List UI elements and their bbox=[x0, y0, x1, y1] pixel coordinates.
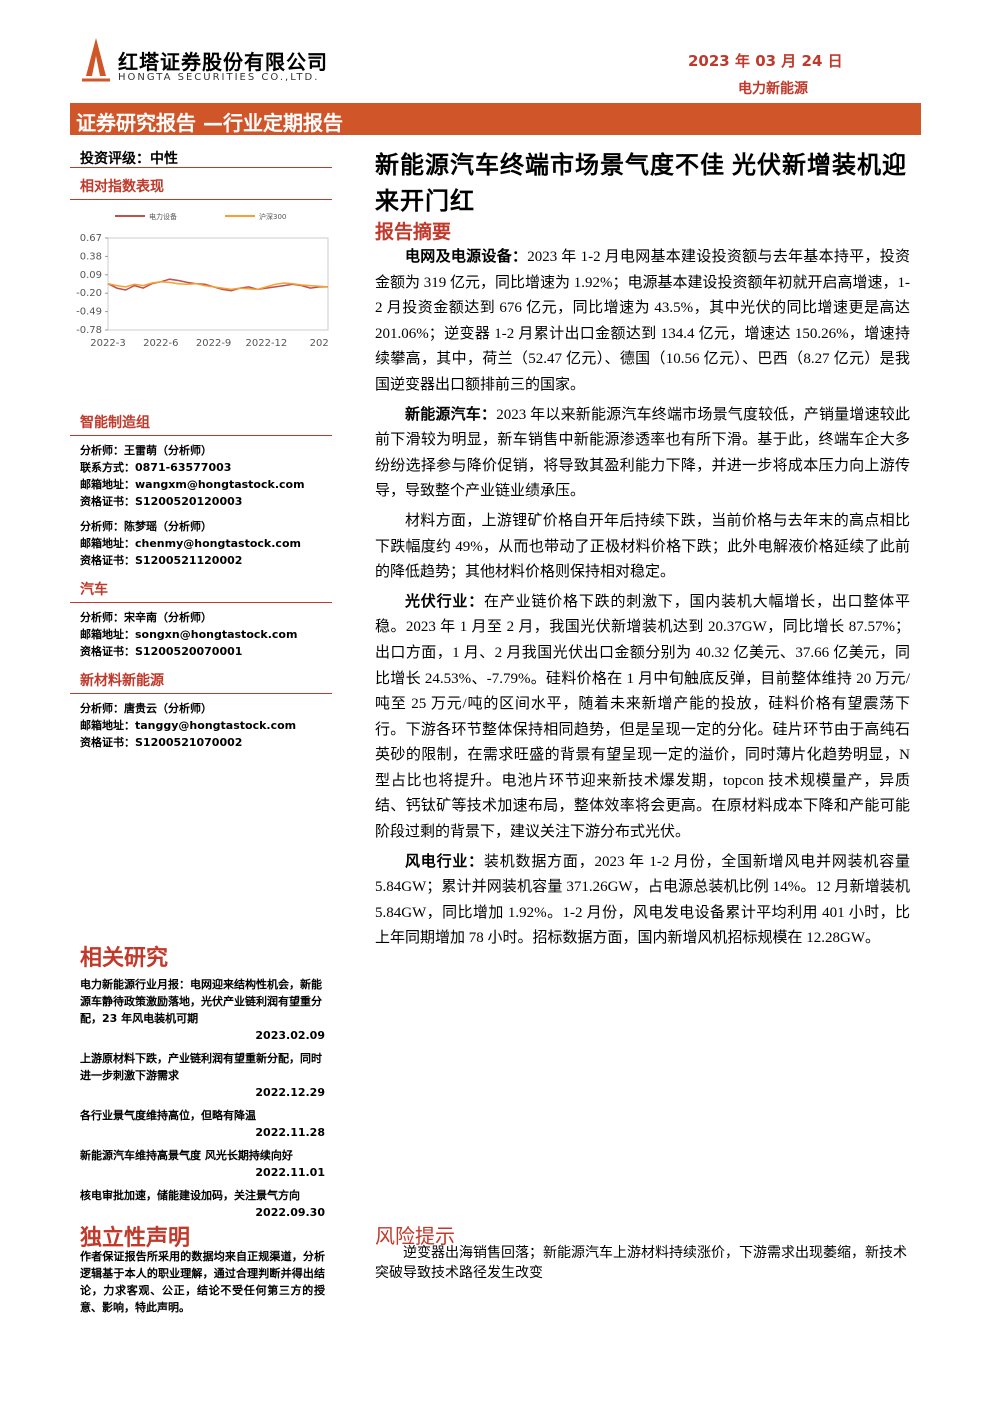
analyst-line: 资格证书：S1200521070002 bbox=[80, 736, 243, 749]
related-date: 2022.11.28 bbox=[255, 1126, 325, 1139]
y-tick-label: 0.38 bbox=[80, 251, 102, 262]
paragraph-lead: 电网及电源设备： bbox=[405, 249, 528, 265]
independence-text: 作者保证报告所采用的数据均来自正规渠道，分析逻辑基于本人的职业理解，通过合理判断… bbox=[80, 1250, 325, 1314]
group-title: 智能制造组 bbox=[70, 412, 332, 436]
company-name: 红塔证券股份有限公司 bbox=[118, 50, 328, 74]
x-tick-label: 202 bbox=[310, 338, 329, 349]
paragraph-text: 2023 年 1-2 月电网基本建设投资额与去年基本持平，投资金额为 319 亿… bbox=[375, 249, 910, 393]
related-item: 新能源汽车维持高景气度 风光长期持续向好 bbox=[80, 1149, 293, 1162]
y-tick-label: -0.78 bbox=[76, 325, 102, 336]
related-title: 相关研究 bbox=[80, 946, 169, 971]
paragraph: 电网及电源设备：2023 年 1-2 月电网基本建设投资额与去年基本持平，投资金… bbox=[375, 245, 910, 399]
analyst-line: 分析师：唐贵云（分析师） bbox=[80, 702, 212, 715]
report-title: 新能源汽车终端市场景气度不佳 光伏新增装机迎来开门红 bbox=[375, 153, 907, 215]
analyst-line: 邮箱地址：wangxm@hongtastock.com bbox=[80, 478, 305, 491]
summary-title: 报告摘要 bbox=[375, 221, 452, 243]
related-date: 2022.11.01 bbox=[255, 1166, 325, 1179]
analyst-line: 联系方式：0871-63577003 bbox=[80, 461, 232, 474]
analyst-line: 分析师：宋辛南（分析师） bbox=[80, 611, 212, 624]
y-tick-label: -0.20 bbox=[76, 288, 102, 299]
paragraph-text: 材料方面，上游锂矿价格自开年后持续下跌，当前价格与去年末的高点相比下跌幅度约 4… bbox=[375, 512, 910, 581]
related-list: 电力新能源行业月报：电网迎来结构性机会，新能源车静待政策激励落地，光伏产业链利润… bbox=[80, 970, 325, 1221]
y-tick-label: 0.67 bbox=[80, 233, 102, 244]
analyst-line: 邮箱地址：songxn@hongtastock.com bbox=[80, 628, 298, 641]
banner bbox=[70, 103, 921, 135]
logo bbox=[82, 38, 110, 82]
related-item: 核电审批加速，储能建设加码，关注景气方向 bbox=[80, 1189, 300, 1202]
analyst-line: 资格证书：S1200520070001 bbox=[80, 645, 243, 658]
analyst-line: 邮箱地址：tanggy@hongtastock.com bbox=[80, 719, 297, 732]
related-item: 电力新能源行业月报：电网迎来结构性机会，新能源车静待政策激励落地，光伏产业链利润… bbox=[80, 978, 322, 1025]
legend-label: 沪深300 bbox=[259, 212, 286, 221]
company-name-en: HONGTA SECURITIES CO.,LTD. bbox=[118, 72, 320, 83]
analyst-line: 邮箱地址：chenmy@hongtastock.com bbox=[80, 537, 301, 550]
banner-text: 证券研究报告 —行业定期报告 bbox=[76, 111, 343, 135]
paragraph: 光伏行业：在产业链价格下跌的刺激下，国内装机大幅增长，出口整体平稳。2023 年… bbox=[375, 590, 910, 846]
related-item: 各行业景气度维持高位，但略有降温 bbox=[80, 1109, 256, 1122]
report-date: 2023 年 03 月 24 日 bbox=[688, 52, 843, 70]
analysts: 智能制造组分析师：王雷萌（分析师） 联系方式：0871-63577003 邮箱地址：… bbox=[70, 412, 332, 751]
paragraph: 材料方面，上游锂矿价格自开年后持续下跌，当前价格与去年末的高点相比下跌幅度约 4… bbox=[375, 509, 910, 586]
group-title: 新材料新能源 bbox=[70, 670, 332, 694]
x-tick-label: 2022-6 bbox=[143, 338, 178, 349]
related-date: 2023.02.09 bbox=[255, 1029, 325, 1042]
related-date: 2022.09.30 bbox=[255, 1206, 325, 1219]
chart-section-title: 相对指数表现 bbox=[70, 176, 332, 200]
paragraph: 风电行业：装机数据方面，2023 年 1-2 月份，全国新增风电并网装机容量 5… bbox=[375, 850, 910, 952]
chart: 0.67 0.38 0.09 -0.20 -0.49 -0.78 2022-3 2022-6 2… bbox=[76, 212, 329, 349]
analyst-line: 分析师：陈梦瑶（分析师） bbox=[80, 520, 212, 533]
related-date: 2022.12.29 bbox=[255, 1086, 325, 1099]
paragraph-lead: 新能源汽车： bbox=[405, 406, 497, 423]
analyst-line: 资格证书：S1200520120003 bbox=[80, 495, 243, 508]
risk-title: 风险提示 bbox=[375, 1224, 455, 1248]
paragraph-text: 装机数据方面，2023 年 1-2 月份，全国新增风电并网装机容量 5.84GW… bbox=[375, 853, 910, 947]
analyst-line: 资格证书：S1200521120002 bbox=[80, 554, 243, 567]
rule bbox=[70, 167, 332, 168]
paragraph-text: 在产业链价格下跌的刺激下，国内装机大幅增长，出口整体平稳。2023 年 1 月至… bbox=[375, 593, 910, 841]
legend-label: 电力设备 bbox=[149, 212, 177, 221]
paragraph: 新能源汽车：2023 年以来新能源汽车终端市场景气度较低，产销量增速较此前下滑较… bbox=[375, 403, 910, 505]
summary-body: 电网及电源设备：2023 年 1-2 月电网基本建设投资额与去年基本持平，投资金… bbox=[375, 245, 910, 956]
x-tick-label: 2022-3 bbox=[90, 338, 125, 349]
independence-title: 独立性声明 bbox=[80, 1226, 191, 1251]
risk-text: 逆变器出海销售回落；新能源汽车上游材料持续涨价，下游需求出现萎缩，新技术突破导致… bbox=[375, 1246, 907, 1281]
rating: 投资评级：中性 bbox=[80, 151, 178, 167]
y-tick-label: -0.49 bbox=[76, 307, 102, 318]
paragraph-lead: 风电行业： bbox=[405, 853, 484, 870]
x-tick-label: 2022-12 bbox=[246, 338, 288, 349]
y-tick-label: 0.09 bbox=[80, 270, 102, 281]
group-title: 汽车 bbox=[70, 579, 332, 603]
paragraph-text: 2023 年以来新能源汽车终端市场景气度较低，产销量增速较此前下滑较为明显，新车… bbox=[375, 406, 910, 500]
analyst-line: 分析师：王雷萌（分析师） bbox=[80, 444, 212, 457]
sector: 电力新能源 bbox=[738, 81, 808, 97]
x-tick-label: 2022-9 bbox=[196, 338, 231, 349]
related-item: 上游原材料下跌，产业链利润有望重新分配，同时进一步刺激下游需求 bbox=[80, 1052, 322, 1082]
series-line bbox=[107, 281, 329, 291]
paragraph-lead: 光伏行业： bbox=[405, 593, 485, 610]
